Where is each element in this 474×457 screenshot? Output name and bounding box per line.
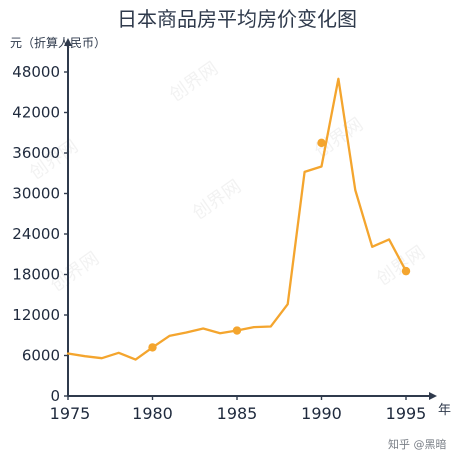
axes-group [64,38,437,400]
series-marker [401,266,411,276]
series-marker [317,138,326,148]
y-tick-label: 42000 [12,104,60,122]
y-tick-label: 12000 [12,306,60,324]
watermark-text: 创界网 [311,114,367,162]
watermark-text: 创界网 [189,176,245,224]
y-tick-label: 30000 [12,185,60,203]
series-group [66,77,411,361]
footer-watermark: 知乎 @黑暗 [388,437,447,451]
x-axis-label: 年 [438,403,451,418]
y-tick-label: 48000 [12,63,60,81]
x-tick-label: 1990 [301,404,342,423]
watermark-text: 创界网 [166,58,222,106]
y-ticks-group: 0 6000 12000 18000 24000 30000 36000 42000 48000 [12,63,68,405]
y-axis-arrow [64,38,72,46]
y-tick-label: 18000 [12,266,60,284]
series-marker [148,343,157,352]
x-tick-label: 1985 [217,404,258,423]
series-marker [232,326,242,335]
x-tick-label: 1980 [132,404,173,423]
watermark-text: 创界网 [373,242,429,290]
y-tick-label: 24000 [12,225,60,243]
x-ticks-group: 1975 1980 1985 1990 1995 [50,396,427,423]
x-axis-arrow [429,392,437,400]
y-tick-label: 6000 [22,347,60,365]
chart-title: 日本商品房平均房价变化图 [117,7,357,31]
y-tick-label: 36000 [12,144,60,162]
watermark-layer: 创界网 创界网 创界网 创界网 创界网 创界网 [26,58,429,296]
y-tick-label: 0 [50,387,60,405]
x-tick-label: 1975 [50,404,91,423]
x-tick-label: 1995 [386,404,427,423]
y-axis-label: 元（折算人民币） [10,35,106,50]
